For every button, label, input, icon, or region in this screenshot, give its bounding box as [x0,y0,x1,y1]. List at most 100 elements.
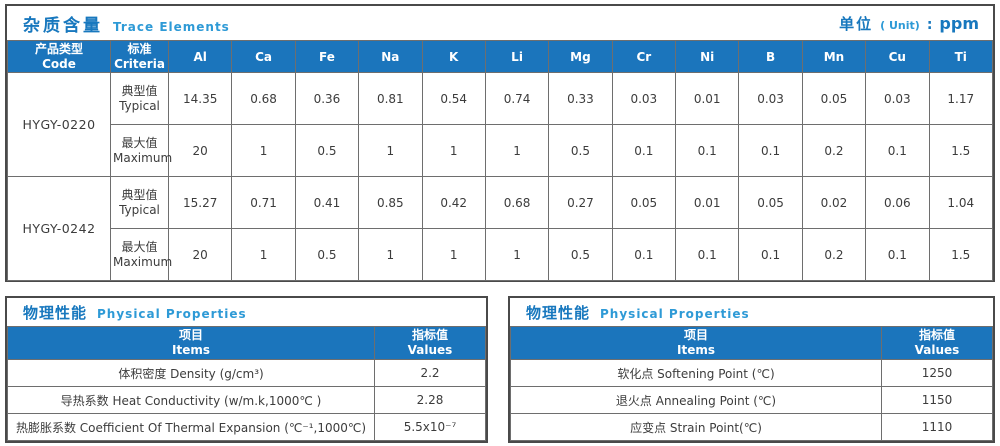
value-cell: 1.5 [928,228,993,281]
physical-right-title-zh: 物理性能 [526,303,591,322]
property-value-cell: 1150 [881,386,993,414]
code-header-zh: 产品类型 [34,41,83,56]
table-row: 体积密度 Density (g/cm³) 2.2 [7,359,486,387]
value-cell: 1 [231,228,296,281]
values-header-en: Values [407,343,453,357]
code-column-header: 产品类型 Code [7,40,111,73]
element-header-cr: Cr [611,40,677,73]
value-cell: 0.71 [231,176,296,229]
values-header-zh: 指标值 [411,328,448,342]
product-code-cell: HYGY-0220 [7,72,111,177]
table-row: 热膨胀系数 Coefficient Of Thermal Expansion (… [7,413,486,441]
element-header-na: Na [358,40,423,73]
physical-properties-left-table: 项目 Items 指标值 Values 体积密度 Density (g/cm³)… [7,326,486,441]
table-row: 最大值 Maximum 20 1 0.5 1 1 1 0.5 0.1 0.1 0… [8,228,993,281]
element-header-b: B [738,40,803,73]
physical-right-title-row: 物理性能 Physical Properties [510,298,993,326]
value-cell: 0.01 [674,176,740,229]
values-column-header: 指标值 Values [881,326,993,360]
criteria-header-en: Criteria [114,56,165,71]
value-cell: 0.41 [294,176,360,229]
criteria-maximum-zh: 最大值 [121,135,158,150]
element-header-li: Li [484,40,550,73]
element-header-ti: Ti [928,40,993,73]
physical-left-panel-title: 物理性能 Physical Properties [23,302,247,323]
value-cell: 1 [484,124,550,177]
physical-left-title-row: 物理性能 Physical Properties [7,298,486,326]
value-cell: 0.1 [738,228,803,281]
value-cell: 1.04 [928,176,993,229]
physical-left-header-row: 项目 Items 指标值 Values [7,326,486,360]
trace-panel-title: 杂质含量 Trace Elements [23,11,230,36]
physical-right-header-row: 项目 Items 指标值 Values [510,326,993,360]
element-header-mn: Mn [801,40,867,73]
criteria-typical-zh: 典型值 [121,83,158,98]
table-row: 导热系数 Heat Conductivity (w/m.k,1000℃ ) 2.… [7,386,486,414]
criteria-column-header: 标准 Criteria [110,40,169,73]
value-cell: 0.02 [801,176,867,229]
trace-title-zh: 杂质含量 [23,15,103,36]
criteria-maximum-zh: 最大值 [121,239,158,254]
trace-elements-table: 产品类型 Code 标准 Criteria Al Ca Fe Na K Li M… [7,40,993,281]
product-code-cell: HYGY-0242 [7,176,111,281]
code-header-en: Code [42,56,76,71]
value-cell: 0.05 [738,176,803,229]
value-cell: 0.36 [294,72,360,125]
element-header-cu: Cu [865,40,930,73]
property-value-cell: 5.5x10⁻⁷ [374,413,486,441]
value-cell: 0.5 [548,124,613,177]
value-cell: 0.03 [865,72,930,125]
unit-value: ppm [939,13,979,33]
property-name-cell: 热膨胀系数 Coefficient Of Thermal Expansion (… [7,413,375,441]
value-cell: 0.85 [358,176,423,229]
value-cell: 0.74 [484,72,550,125]
values-header-en: Values [914,343,960,357]
value-cell: 0.06 [865,176,930,229]
physical-left-title-en: Physical Properties [97,306,247,321]
criteria-maximum-en: Maximum [113,150,173,165]
value-cell: 0.03 [611,72,677,125]
value-cell: 0.05 [801,72,867,125]
value-cell: 0.54 [421,72,486,125]
value-cell: 0.5 [294,228,360,281]
criteria-cell-typical: 典型值 Typical [110,72,169,125]
table-row: 最大值 Maximum 20 1 0.5 1 1 1 0.5 0.1 0.1 0… [8,124,993,177]
element-header-al: Al [167,40,233,73]
value-cell: 0.1 [865,228,930,281]
criteria-maximum-en: Maximum [113,254,173,269]
property-value-cell: 1110 [881,413,993,441]
table-row: 应变点 Strain Point(℃) 1110 [510,413,993,441]
items-header-en: Items [172,343,210,357]
value-cell: 0.2 [801,228,867,281]
table-row: HYGY-0220 典型值 Typical 14.35 0.68 0.36 0.… [7,72,993,177]
value-cell: 0.5 [294,124,360,177]
value-cell: 0.03 [738,72,803,125]
value-cell: 1 [358,228,423,281]
criteria-cell-maximum: 最大值 Maximum [110,228,173,281]
items-header-zh: 项目 [178,328,203,342]
value-cell: 1 [421,228,486,281]
physical-properties-right-panel: 物理性能 Physical Properties 项目 Items 指标值 Va… [508,296,995,443]
physical-properties-left-panel: 物理性能 Physical Properties 项目 Items 指标值 Va… [5,296,488,443]
items-column-header: 项目 Items [7,326,375,360]
trace-elements-panel: 杂质含量 Trace Elements 单位 ( Unit) : ppm 产品类… [5,4,995,282]
element-header-mg: Mg [548,40,613,73]
property-name-cell: 软化点 Softening Point (℃) [510,359,882,387]
value-cell: 0.5 [548,228,613,281]
value-cell: 0.1 [738,124,803,177]
value-cell: 1 [484,228,550,281]
value-cell: 0.33 [548,72,613,125]
value-cell: 0.1 [674,124,740,177]
element-header-k: K [421,40,486,73]
element-header-fe: Fe [294,40,360,73]
table-row: HYGY-0242 典型值 Typical 15.27 0.71 0.41 0.… [7,176,993,281]
items-column-header: 项目 Items [510,326,882,360]
unit-zh: 单位 [839,14,874,33]
property-name-cell: 体积密度 Density (g/cm³) [7,359,375,387]
criteria-typical-en: Typical [119,98,160,113]
value-cell: 14.35 [167,72,233,125]
value-cell: 1.5 [928,124,993,177]
table-row: 退火点 Annealing Point (℃) 1150 [510,386,993,414]
value-cell: 1 [358,124,423,177]
